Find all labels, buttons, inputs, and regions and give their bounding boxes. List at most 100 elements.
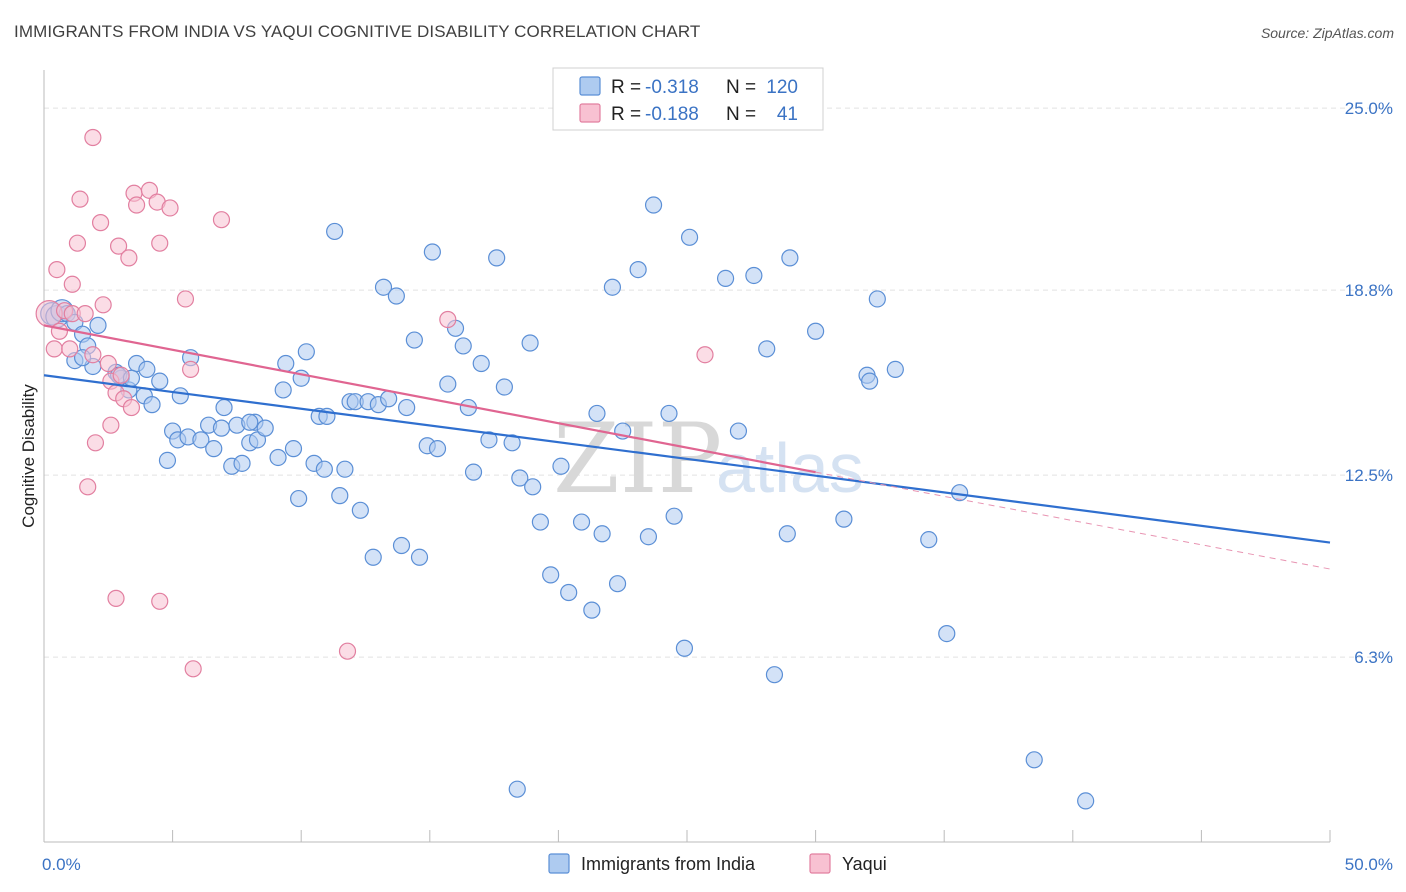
- data-point: [868, 290, 886, 308]
- data-point: [84, 346, 102, 364]
- legend-swatch-india: [579, 76, 601, 96]
- data-point: [127, 196, 146, 214]
- legend-label-yaqui: Yaqui: [842, 854, 887, 874]
- data-point: [861, 372, 879, 390]
- data-point: [315, 460, 333, 478]
- data-point: [297, 343, 315, 361]
- data-point: [284, 440, 303, 458]
- data-point: [76, 305, 94, 323]
- data-point: [410, 548, 429, 566]
- data-point: [660, 404, 678, 423]
- data-point: [495, 378, 513, 396]
- legend-r-value-2: -0.188: [645, 104, 699, 125]
- x-tick-labels: 0.0% 50.0%: [42, 855, 1393, 874]
- legend-n-value-1: 120: [766, 77, 798, 98]
- data-point: [171, 387, 189, 405]
- data-point: [151, 234, 169, 252]
- data-point: [781, 249, 799, 267]
- data-point: [639, 528, 658, 546]
- data-point: [745, 266, 763, 285]
- data-point: [112, 366, 130, 384]
- data-point: [521, 334, 539, 352]
- y-tick-labels: 6.3% 12.5% 18.8% 25.0%: [1345, 99, 1393, 667]
- data-point: [560, 583, 578, 602]
- data-point: [542, 566, 560, 584]
- data-point: [122, 398, 141, 417]
- data-point: [806, 322, 825, 340]
- data-point: [758, 340, 776, 358]
- data-point: [151, 372, 169, 390]
- trend-line-yaqui: [43, 324, 816, 474]
- data-point: [91, 214, 110, 232]
- data-point: [405, 331, 423, 349]
- data-point: [45, 340, 63, 358]
- data-point: [50, 322, 69, 340]
- data-point: [472, 354, 490, 373]
- legend-r-value-1: -0.318: [645, 77, 699, 98]
- x-tick-label: 0.0%: [42, 855, 81, 874]
- legend-n-label-2: N =: [726, 104, 756, 125]
- data-point: [99, 354, 117, 373]
- legend-n-label-1: N =: [726, 77, 756, 98]
- watermark: ZIP atlas: [553, 403, 864, 515]
- data-point: [644, 196, 663, 214]
- data-point: [48, 261, 66, 279]
- data-point: [920, 531, 938, 549]
- data-point: [572, 513, 591, 531]
- trend-lines: [43, 324, 1331, 570]
- data-point: [158, 451, 177, 470]
- axes: [43, 70, 1331, 843]
- data-point: [531, 513, 549, 531]
- data-point: [665, 507, 683, 525]
- data-point: [503, 434, 521, 452]
- legend-swatch-yaqui: [809, 853, 831, 874]
- series-yaqui: [35, 128, 714, 678]
- data-point: [68, 234, 87, 252]
- data-point: [351, 501, 369, 519]
- data-point: [274, 381, 292, 399]
- data-point: [629, 261, 647, 279]
- data-point: [212, 211, 231, 229]
- legend-swatch-immigrants-from-india: [548, 853, 570, 874]
- data-point: [331, 487, 349, 505]
- data-point: [176, 290, 195, 308]
- trend-line-yaqui-extension: [815, 471, 1331, 570]
- data-point: [184, 660, 202, 678]
- data-point: [886, 360, 904, 379]
- y-tick-label: 18.8%: [1345, 281, 1393, 300]
- data-point: [277, 354, 295, 373]
- data-point: [107, 589, 125, 607]
- data-point: [835, 510, 853, 528]
- chart-title: IMMIGRANTS FROM INDIA VS YAQUI COGNITIVE…: [14, 22, 701, 41]
- data-point: [326, 222, 344, 241]
- data-point: [143, 396, 161, 414]
- data-point: [192, 431, 210, 449]
- trend-line-india: [43, 374, 1331, 544]
- data-point: [387, 287, 405, 305]
- y-tick-label: 12.5%: [1345, 466, 1393, 485]
- data-point: [1077, 792, 1095, 810]
- legend-n-value-2: 41: [777, 104, 798, 125]
- data-point: [205, 440, 223, 458]
- data-point: [241, 413, 259, 431]
- data-point: [428, 440, 447, 458]
- data-point: [938, 624, 956, 643]
- data-point: [380, 390, 398, 408]
- data-point: [765, 666, 784, 684]
- stats-legend: R = -0.318 N = 120 R = -0.188 N = 41: [552, 67, 824, 131]
- data-point: [63, 275, 81, 293]
- data-point: [439, 310, 457, 329]
- data-point: [71, 190, 89, 208]
- data-point: [488, 249, 506, 267]
- legend-label-immigrants-from-india: Immigrants from India: [581, 854, 756, 874]
- data-point: [336, 460, 354, 478]
- data-point: [588, 404, 606, 423]
- data-point: [182, 360, 200, 379]
- data-point: [593, 525, 611, 543]
- data-point: [552, 457, 570, 475]
- data-point: [86, 434, 105, 452]
- data-point: [215, 398, 233, 417]
- data-point: [233, 454, 251, 472]
- data-point: [89, 316, 107, 334]
- data-point: [138, 360, 156, 379]
